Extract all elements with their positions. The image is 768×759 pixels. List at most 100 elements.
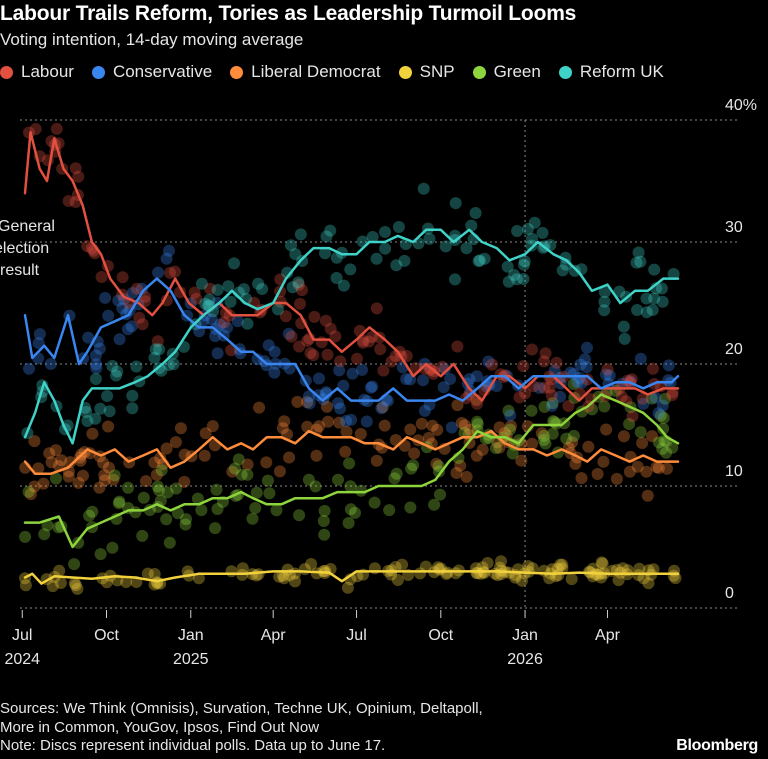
poll-disc-labour — [393, 345, 406, 358]
poll-disc-reform-uk — [126, 389, 139, 402]
poll-disc-liberal-democrat — [431, 423, 444, 436]
poll-disc-green — [344, 480, 357, 493]
x-tick-label-7: Apr — [595, 627, 621, 644]
poll-disc-green — [550, 417, 563, 430]
poll-disc-labour — [334, 355, 347, 368]
poll-disc-snp — [647, 563, 660, 576]
legend-label-liberal-democrat: Liberal Democrat — [251, 62, 381, 81]
poll-disc-reform-uk — [344, 263, 357, 276]
poll-disc-snp — [71, 582, 84, 595]
poll-disc-conservative — [135, 282, 148, 295]
legend-swatch-green — [472, 65, 486, 79]
poll-disc-snp — [522, 560, 535, 573]
poll-disc-conservative — [444, 373, 457, 385]
poll-disc-reform-uk — [640, 292, 653, 305]
poll-disc-conservative — [580, 361, 593, 374]
poll-disc-snp — [236, 562, 249, 575]
poll-disc-conservative — [44, 358, 57, 370]
poll-disc-snp — [605, 564, 618, 577]
poll-disc-liberal-democrat — [291, 395, 304, 408]
poll-disc-conservative — [567, 368, 580, 380]
poll-disc-green — [349, 506, 361, 519]
poll-disc-snp — [583, 565, 596, 578]
poll-discs — [19, 122, 682, 595]
legend-label-conservative: Conservative — [112, 62, 213, 81]
poll-disc-reform-uk — [631, 304, 644, 316]
sources-line-1: Sources: We Think (Omnisis), Survation, … — [0, 700, 483, 717]
poll-disc-liberal-democrat — [45, 456, 58, 469]
poll-disc-snp — [419, 560, 432, 573]
poll-disc-reform-uk — [655, 282, 668, 295]
poll-disc-snp — [632, 569, 645, 582]
poll-disc-liberal-democrat — [640, 465, 653, 478]
poll-disc-reform-uk — [228, 257, 240, 270]
poll-disc-conservative — [152, 266, 165, 279]
poll-disc-reform-uk — [598, 304, 611, 317]
poll-disc-conservative — [160, 252, 173, 265]
poll-disc-green — [180, 513, 192, 526]
poll-disc-conservative — [603, 369, 616, 382]
poll-disc-conservative — [360, 415, 373, 428]
poll-disc-liberal-democrat — [226, 465, 239, 478]
poll-disc-green — [390, 467, 403, 480]
poll-disc-labour — [151, 335, 164, 348]
poll-disc-labour — [81, 240, 94, 253]
poll-disc-labour — [374, 343, 387, 356]
poll-disc-reform-uk — [286, 281, 299, 294]
poll-disc-reform-uk — [518, 258, 530, 271]
poll-disc-reform-uk — [222, 280, 235, 293]
poll-disc-conservative — [125, 320, 138, 333]
poll-disc-green — [249, 502, 262, 514]
poll-disc-green — [567, 429, 580, 442]
poll-disc-conservative — [332, 397, 344, 410]
poll-disc-conservative — [262, 339, 275, 352]
poll-disc-reform-uk — [241, 317, 254, 330]
poll-disc-snp — [526, 562, 539, 575]
poll-disc-green — [50, 472, 62, 485]
poll-disc-conservative — [364, 381, 377, 394]
poll-disc-reform-uk — [518, 255, 531, 268]
poll-disc-reform-uk — [330, 251, 343, 264]
poll-disc-green — [137, 491, 150, 504]
poll-disc-snp — [489, 567, 501, 580]
poll-disc-snp — [669, 572, 682, 585]
poll-disc-conservative — [320, 387, 333, 400]
poll-disc-labour — [136, 318, 149, 331]
poll-disc-liberal-democrat — [93, 481, 106, 494]
poll-disc-reform-uk — [423, 232, 436, 245]
poll-disc-green — [160, 513, 173, 526]
poll-disc-reform-uk — [472, 255, 485, 268]
poll-disc-conservative — [99, 291, 112, 304]
poll-disc-liberal-democrat — [72, 476, 85, 489]
poll-disc-green — [41, 519, 54, 532]
poll-disc-conservative — [32, 352, 45, 365]
poll-disc-green — [68, 558, 81, 571]
poll-disc-labour — [513, 391, 526, 404]
poll-disc-green — [405, 462, 418, 475]
poll-disc-green — [22, 485, 35, 498]
poll-disc-conservative — [649, 391, 662, 404]
poll-disc-green — [598, 400, 611, 413]
poll-disc-reform-uk — [449, 197, 462, 210]
poll-disc-liberal-democrat — [313, 420, 326, 433]
poll-disc-labour — [95, 271, 108, 283]
poll-disc-liberal-democrat — [148, 456, 161, 469]
poll-disc-labour — [285, 330, 298, 343]
poll-disc-reform-uk — [94, 402, 107, 415]
annotation-line-1: General — [0, 218, 55, 235]
poll-disc-liberal-democrat — [505, 420, 517, 432]
poll-disc-snp — [278, 572, 291, 585]
poll-disc-conservative — [634, 352, 647, 365]
poll-disc-reform-uk — [292, 276, 305, 289]
poll-disc-snp — [633, 562, 646, 575]
poll-disc-labour — [160, 294, 173, 307]
poll-disc-liberal-democrat — [617, 430, 630, 443]
poll-disc-reform-uk — [598, 286, 611, 298]
line-chart: 0 10 20 30 40% Jul 2024 Oct Jan 2025 Apr Jul Oct Jan 2… — [0, 97, 757, 668]
poll-disc-green — [654, 409, 667, 422]
poll-disc-labour — [174, 286, 186, 299]
poll-disc-labour — [308, 310, 321, 323]
x-year-label-6: 2026 — [507, 651, 543, 668]
poll-disc-conservative — [652, 407, 665, 420]
poll-disc-green — [656, 442, 669, 455]
